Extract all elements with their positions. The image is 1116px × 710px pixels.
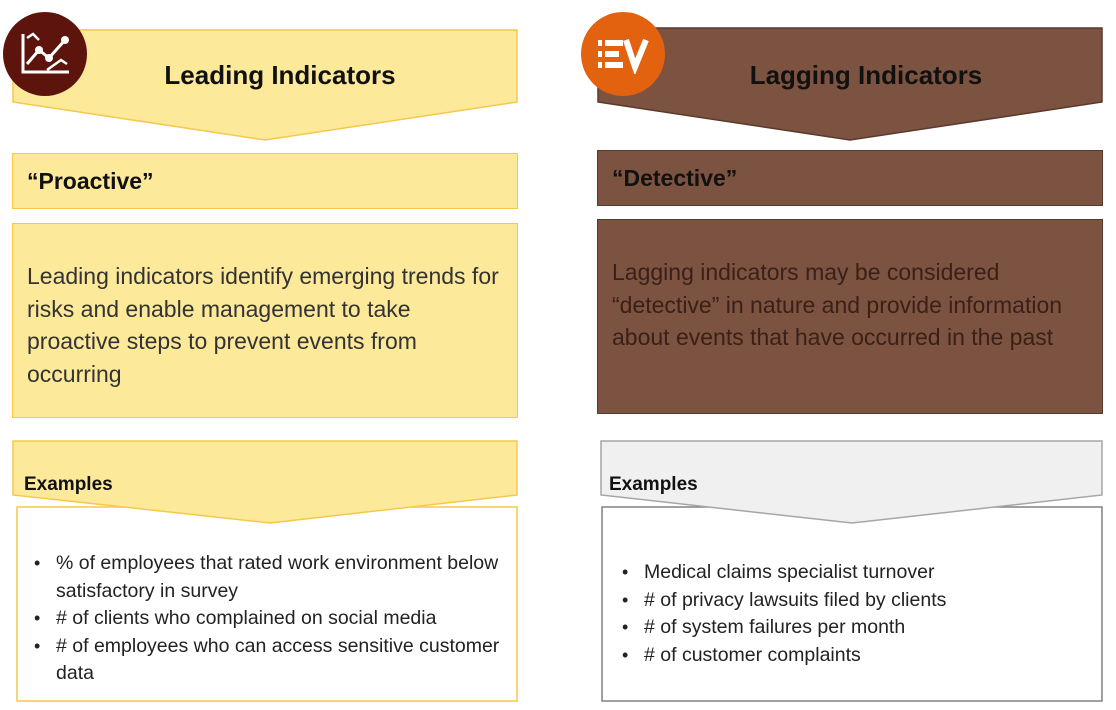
lagging-examples-list: Medical claims specialist turnover # of … xyxy=(622,559,1092,669)
leading-examples-list: % of employees that rated work environme… xyxy=(34,550,504,688)
list-item: # of clients who complained on social me… xyxy=(34,605,504,633)
list-item: % of employees that rated work environme… xyxy=(34,550,504,605)
trend-chart-icon xyxy=(3,12,87,96)
list-item: # of customer complaints xyxy=(622,642,1092,670)
leading-examples-label: Examples xyxy=(24,474,113,495)
list-item: # of privacy lawsuits filed by clients xyxy=(622,587,1092,615)
list-item: # of system failures per month xyxy=(622,614,1092,642)
lagging-label: “Detective” xyxy=(597,150,1103,206)
lagging-examples-label: Examples xyxy=(609,474,698,495)
lagging-description: Lagging indicators may be considered “de… xyxy=(597,219,1103,414)
leading-description: Leading indicators identify emerging tre… xyxy=(12,223,518,418)
ev-logo-icon-glyph xyxy=(598,38,649,74)
leading-title: Leading Indicators xyxy=(164,60,396,90)
ev-logo-icon xyxy=(581,12,665,96)
list-item: # of employees who can access sensitive … xyxy=(34,633,504,688)
lagging-title: Lagging Indicators xyxy=(749,60,983,90)
list-item: Medical claims specialist turnover xyxy=(622,559,1092,587)
trend-chart-icon-glyph xyxy=(21,32,69,74)
leading-label: “Proactive” xyxy=(12,153,518,209)
